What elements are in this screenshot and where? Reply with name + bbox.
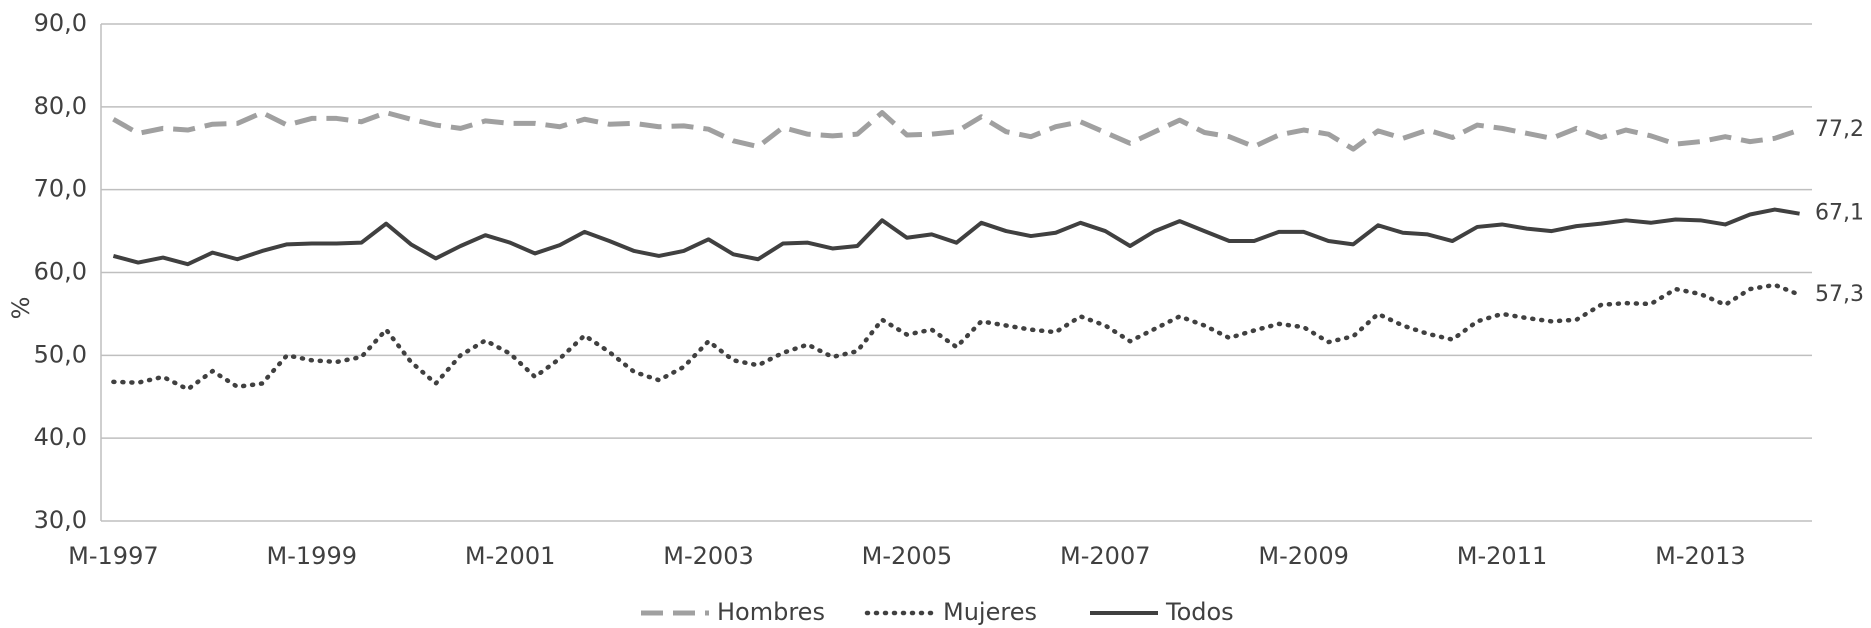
legend-label: Hombres (717, 598, 825, 626)
y-axis-label: % (7, 297, 35, 320)
x-tick-label: M-2011 (1457, 542, 1547, 570)
end-label: 67,1 (1815, 201, 1864, 226)
legend-label: Todos (1165, 598, 1234, 626)
end-label: 57,3 (1815, 282, 1864, 307)
y-tick-label: 30,0 (34, 506, 87, 534)
y-tick-label: 80,0 (34, 92, 87, 120)
line-series (112, 207, 1800, 267)
y-tick-label: 70,0 (34, 175, 87, 203)
legend-label: Mujeres (943, 598, 1037, 626)
x-tick-label: M-2007 (1060, 542, 1150, 570)
line-series (112, 110, 1801, 152)
x-tick-label: M-2003 (663, 542, 753, 570)
line-series (111, 282, 1802, 392)
x-tick-label: M-2001 (465, 542, 555, 570)
y-tick-label: 90,0 (34, 9, 87, 37)
x-tick-label: M-1999 (267, 542, 357, 570)
x-tick-label: M-2009 (1258, 542, 1348, 570)
end-label: 77,2 (1815, 117, 1864, 142)
y-tick-label: 40,0 (34, 423, 87, 451)
y-tick-label: 60,0 (34, 258, 87, 286)
x-tick-label: M-2005 (862, 542, 952, 570)
y-tick-label: 50,0 (34, 340, 87, 368)
x-tick-label: M-2013 (1655, 542, 1745, 570)
x-tick-label: M-1997 (68, 542, 158, 570)
